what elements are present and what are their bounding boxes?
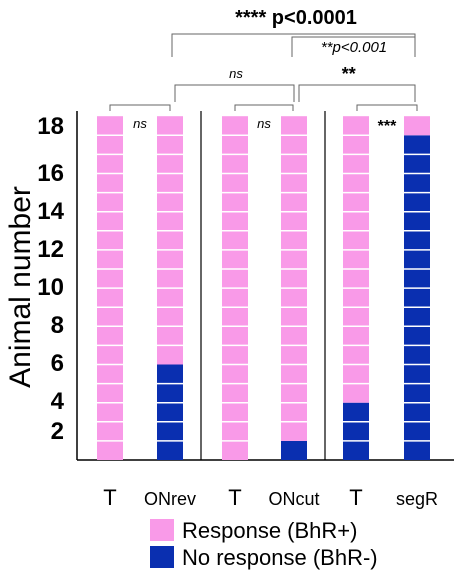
bars	[97, 116, 430, 461]
x-label-t-2: T	[228, 485, 241, 510]
sig-onrev-segr: **** p<0.0001	[235, 7, 357, 29]
bracket-onrev-segr	[171, 33, 416, 57]
bar-response-4	[281, 116, 307, 441]
y-tick-labels: 2 4 6 8 10 12 14 16 18	[37, 113, 64, 445]
sig-oncut-segr: **	[341, 64, 356, 84]
pair-bracket-1	[109, 104, 171, 111]
bar-response-2	[157, 116, 183, 365]
y-tick-10: 10	[37, 274, 64, 301]
pair-sig-3: ***	[378, 118, 397, 135]
sig-onrev-oncut: ns	[229, 66, 243, 81]
bar-no-response-5	[343, 402, 369, 460]
pair-bracket-3	[356, 104, 418, 111]
bar-no-response-4	[281, 440, 307, 460]
bracket-onrev-oncut	[174, 84, 295, 102]
x-label-onrev: ONrev	[144, 489, 196, 509]
y-tick-4: 4	[51, 388, 65, 415]
bar-response-6	[404, 116, 430, 136]
pair-bracket-2	[234, 104, 294, 111]
bar-no-response-6	[404, 135, 430, 461]
comparison-brackets	[171, 33, 416, 102]
x-label-t-1: T	[103, 485, 116, 510]
bracket-oncut-segr	[298, 84, 416, 102]
x-label-segr: segR	[396, 489, 438, 509]
y-tick-6: 6	[51, 350, 64, 377]
y-tick-18: 18	[37, 113, 64, 140]
y-tick-16: 16	[37, 160, 64, 187]
pair-brackets	[109, 104, 418, 111]
x-category-labels: T ONrev T ONcut T segR	[103, 485, 438, 510]
x-label-oncut: ONcut	[268, 489, 319, 509]
bar-no-response-2	[157, 364, 183, 460]
y-tick-2: 2	[51, 418, 64, 445]
y-tick-14: 14	[37, 198, 64, 225]
sig-oncut-segr-p: **p<0.001	[321, 39, 387, 56]
plot-frame	[76, 111, 454, 461]
legend: Response (BhR+) No response (BhR-)	[150, 518, 378, 570]
legend-swatch-no-response	[150, 546, 174, 568]
y-tick-12: 12	[37, 236, 64, 263]
y-tick-8: 8	[51, 312, 64, 339]
pair-sig-1: ns	[133, 116, 147, 131]
x-label-t-3: T	[349, 485, 362, 510]
bar-response-5	[343, 116, 369, 403]
legend-label-response: Response (BhR+)	[182, 518, 357, 543]
legend-label-no-response: No response (BhR-)	[182, 545, 378, 570]
legend-swatch-response	[150, 519, 174, 541]
pair-sig-2: ns	[257, 116, 271, 131]
y-axis-label: Animal number	[4, 186, 37, 388]
